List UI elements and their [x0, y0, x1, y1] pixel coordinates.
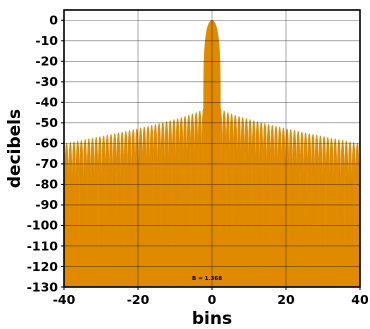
y-tick-label: -130 — [27, 279, 59, 294]
y-axis-ticks: 0 -10 -20 -30 -40 -50 -60 -70 -80 -90 -100 -110 -120… — [27, 13, 64, 294]
x-axis-ticks: -40 -20 0 20 40 — [53, 287, 369, 307]
y-tick-label: -70 — [35, 156, 58, 171]
grid — [64, 10, 360, 288]
y-tick-label: -40 — [35, 95, 58, 110]
annotation-label: B = 1.368 — [192, 276, 222, 282]
x-tick-label: -40 — [53, 292, 76, 307]
y-axis-label: decibels — [5, 109, 25, 188]
y-tick-label: -120 — [27, 259, 59, 274]
y-tick-label: -80 — [35, 177, 58, 192]
y-tick-label: 0 — [49, 13, 58, 28]
x-tick-label: 0 — [208, 292, 217, 307]
y-tick-label: -10 — [35, 33, 58, 48]
y-tick-label: -90 — [35, 197, 58, 212]
y-tick-label: -60 — [35, 136, 58, 151]
y-tick-label: -110 — [27, 238, 59, 253]
x-axis-label: bins — [192, 309, 232, 329]
y-tick-label: -30 — [35, 74, 58, 89]
x-tick-label: 40 — [351, 292, 369, 307]
y-tick-label: -100 — [27, 218, 59, 233]
y-tick-label: -50 — [35, 115, 58, 130]
x-tick-label: -20 — [127, 292, 150, 307]
y-tick-label: -20 — [35, 54, 58, 69]
x-tick-label: 20 — [277, 292, 295, 307]
